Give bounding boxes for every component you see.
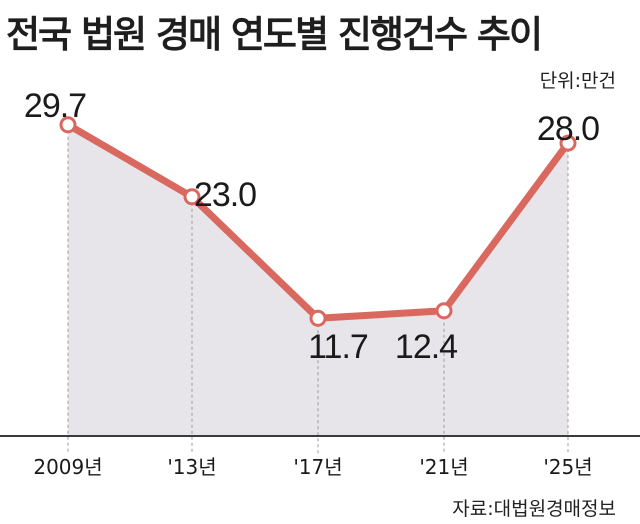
- x-tick-label: '21년: [419, 455, 468, 479]
- x-tick-label: '25년: [543, 455, 592, 479]
- data-point: [559, 134, 577, 152]
- x-tick-label: '17년: [293, 455, 342, 479]
- x-tick-label: '13년: [167, 455, 216, 479]
- chart-title: 전국 법원 경매 연도별 진행건수 추이: [6, 13, 543, 56]
- data-label: 29.7: [24, 87, 86, 125]
- data-label: 11.7: [308, 328, 368, 366]
- data-point: [309, 309, 327, 327]
- unit-label: 단위:만건: [539, 70, 616, 92]
- x-tick-label: 2009년: [33, 455, 102, 479]
- data-point: [183, 188, 201, 206]
- data-point: [59, 116, 77, 134]
- source-label: 자료:대법원경매정보: [452, 498, 616, 520]
- data-point: [435, 302, 453, 320]
- data-label: 28.0: [537, 110, 599, 148]
- data-label: 12.4: [395, 328, 457, 366]
- data-label: 23.0: [194, 176, 256, 214]
